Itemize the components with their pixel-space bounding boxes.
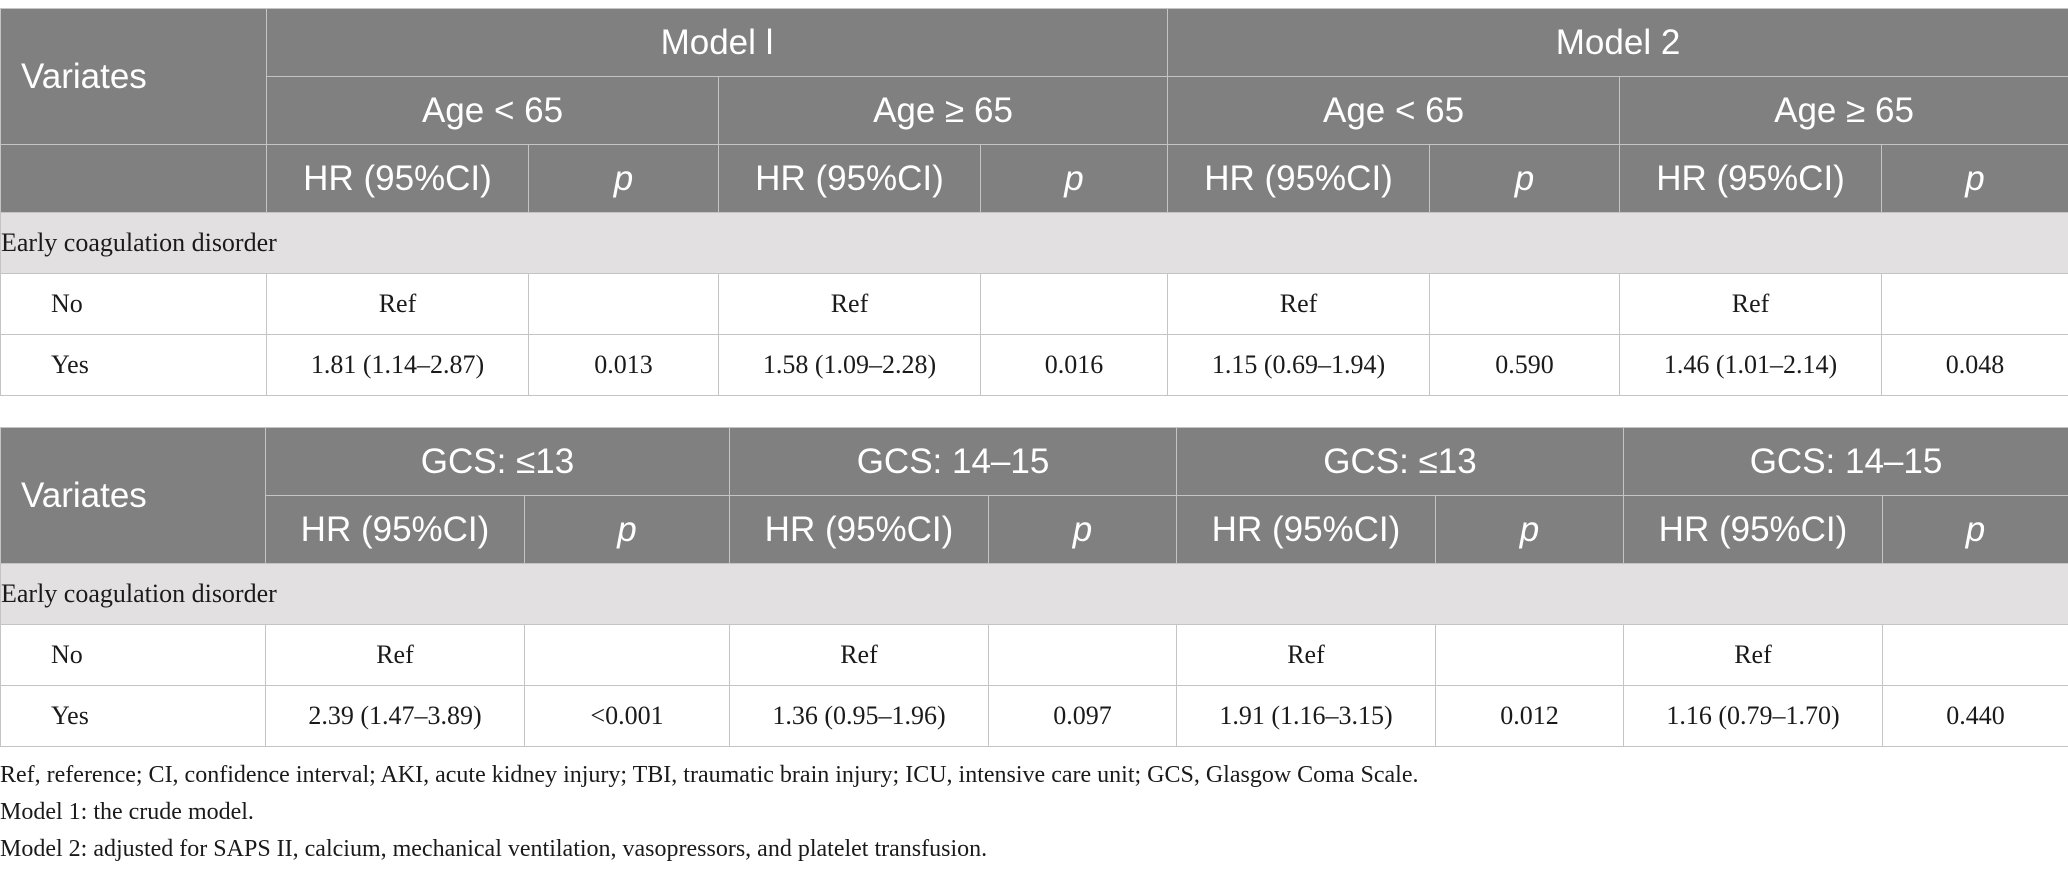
p-column-header: p: [979, 144, 1169, 213]
table-cell: Ref: [265, 624, 525, 686]
table-cell: [979, 273, 1169, 335]
row-label: No: [0, 273, 267, 335]
table-cell: 1.91 (1.16–3.15): [1176, 685, 1436, 747]
p-column-header: p: [988, 495, 1177, 564]
gcs-group-header: GCS: 14–15: [1623, 427, 2068, 496]
age-stratified-table: Variates Model l Model 2 Age < 65 Age ≥ …: [0, 8, 2068, 396]
table-cell: Ref: [1167, 273, 1431, 335]
table-cell: [524, 624, 730, 686]
table-footnotes: Ref, reference; CI, confidence interval;…: [0, 757, 2068, 868]
table-cell: Ref: [1623, 624, 1883, 686]
gcs-group-header: GCS: ≤13: [1176, 427, 1624, 496]
table-cell: 0.012: [1435, 685, 1624, 747]
gcs-group-header: GCS: ≤13: [265, 427, 730, 496]
footnote: Model 2: adjusted for SAPS II, calcium, …: [0, 836, 988, 862]
table-cell: 1.36 (0.95–1.96): [729, 685, 989, 747]
hr-column-header: HR (95%CI): [1176, 495, 1436, 564]
table-cell: [1435, 624, 1624, 686]
variates-header: Variates: [0, 427, 266, 564]
p-column-header: p: [1435, 495, 1624, 564]
age-group-header: Age ≥ 65: [1619, 76, 2068, 145]
table-cell: Ref: [1619, 273, 1883, 335]
table-cell: 1.46 (1.01–2.14): [1619, 334, 1883, 396]
row-label: Yes: [0, 685, 266, 747]
hr-column-header: HR (95%CI): [265, 495, 525, 564]
table-cell: 0.016: [979, 334, 1169, 396]
gcs-group-header: GCS: 14–15: [729, 427, 1177, 496]
table-cell: [1881, 273, 2068, 335]
table-cell: [988, 624, 1177, 686]
p-column-header: p: [524, 495, 730, 564]
p-column-header: p: [1882, 495, 2068, 564]
model-1-header: Model l: [265, 8, 1169, 77]
table-cell: [1429, 273, 1621, 335]
hr-column-header: HR (95%CI): [718, 144, 981, 213]
age-group-header: Age < 65: [1167, 76, 1621, 145]
gcs-stratified-table: Variates GCS: ≤13 GCS: 14–15 GCS: ≤13 GC…: [0, 427, 2068, 747]
hr-column-header: HR (95%CI): [1623, 495, 1883, 564]
table-cell: Ref: [1176, 624, 1436, 686]
table-cell: 0.590: [1429, 334, 1621, 396]
table-cell: 1.15 (0.69–1.94): [1167, 334, 1431, 396]
p-column-header: p: [1429, 144, 1621, 213]
model-2-header: Model 2: [1167, 8, 2068, 77]
variates-header: Variates: [0, 8, 267, 145]
age-group-header: Age < 65: [266, 76, 719, 145]
p-column-header: p: [528, 144, 719, 213]
section-row-label: Early coagulation disorder: [0, 212, 2068, 274]
section-row-label: Early coagulation disorder: [0, 563, 2068, 625]
table-cell: [1882, 624, 2068, 686]
table-cell: Ref: [266, 273, 529, 335]
table-row: No Ref Ref Ref Ref: [0, 273, 2068, 335]
p-column-header: p: [1881, 144, 2068, 213]
table-cell: 1.81 (1.14–2.87): [266, 334, 529, 396]
hr-column-header: HR (95%CI): [729, 495, 989, 564]
hr-column-header: HR (95%CI): [266, 144, 529, 213]
table-row: Yes 2.39 (1.47–3.89) <0.001 1.36 (0.95–1…: [0, 685, 2068, 747]
hr-column-header: HR (95%CI): [1167, 144, 1431, 213]
table-cell: 1.16 (0.79–1.70): [1623, 685, 1883, 747]
footnote: Model 1: the crude model.: [0, 799, 254, 825]
row-label: No: [0, 624, 266, 686]
row-label: Yes: [0, 334, 267, 396]
table-cell: Ref: [729, 624, 989, 686]
table-row: Yes 1.81 (1.14–2.87) 0.013 1.58 (1.09–2.…: [0, 334, 2068, 396]
footnote: Ref, reference; CI, confidence interval;…: [0, 762, 1419, 788]
age-group-header: Age ≥ 65: [717, 76, 1169, 145]
table-cell: 2.39 (1.47–3.89): [265, 685, 525, 747]
table-cell: 1.58 (1.09–2.28): [718, 334, 981, 396]
table-cell: 0.013: [528, 334, 719, 396]
table-cell: 0.440: [1882, 685, 2068, 747]
table-cell: 0.048: [1881, 334, 2068, 396]
table-cell: 0.097: [988, 685, 1177, 747]
hr-column-header: HR (95%CI): [1619, 144, 1883, 213]
table-cell: [528, 273, 719, 335]
table-row: No Ref Ref Ref Ref: [0, 624, 2068, 686]
empty-header-cell: [0, 144, 267, 213]
table-cell: Ref: [718, 273, 981, 335]
table-cell: <0.001: [524, 685, 730, 747]
